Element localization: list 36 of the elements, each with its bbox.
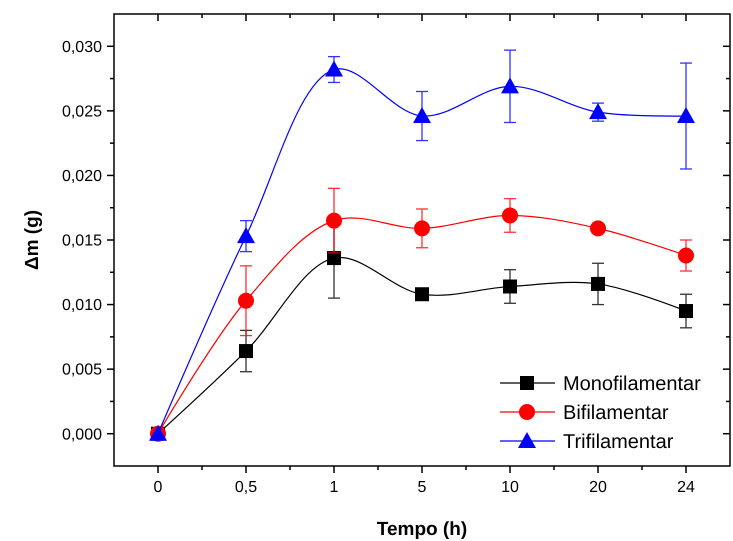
- point: [325, 60, 343, 77]
- point: [415, 287, 429, 302]
- point: [503, 279, 517, 294]
- y-tick-label: 0,025: [62, 103, 102, 120]
- y-tick-label: 0,010: [62, 297, 102, 314]
- y-tick-label: 0,005: [62, 362, 102, 379]
- point: [502, 207, 518, 224]
- x-tick-label: 1: [330, 479, 339, 496]
- x-tick-label: 5: [418, 479, 427, 496]
- point: [591, 276, 605, 291]
- point: [326, 212, 342, 229]
- point: [238, 292, 254, 309]
- y-tick-label: 0,030: [62, 38, 102, 56]
- point: [677, 107, 695, 124]
- y-tick-label: 0,000: [62, 426, 102, 444]
- x-tick-label: 24: [677, 479, 695, 496]
- x-tick-label: 10: [501, 479, 519, 496]
- x-tick-label: 0: [154, 479, 163, 496]
- y-axis-title: Δm (g): [22, 210, 43, 270]
- legend-label: Trifilamentar: [563, 431, 674, 453]
- point: [678, 247, 694, 264]
- point: [237, 227, 255, 244]
- point: [413, 107, 431, 124]
- y-tick-label: 0,015: [62, 232, 102, 250]
- x-axis-title: Tempo (h): [376, 519, 468, 540]
- legend-label: Monofilamentar: [563, 373, 702, 395]
- point: [590, 220, 606, 236]
- point: [239, 344, 253, 358]
- point: [327, 251, 341, 266]
- point: [679, 304, 693, 318]
- point: [501, 77, 519, 94]
- x-tick-label: 20: [589, 479, 607, 496]
- y-tick-label: 0,020: [62, 168, 102, 186]
- x-tick-label: 0,5: [234, 479, 258, 496]
- point: [414, 220, 430, 236]
- legend-label: Bifilamentar: [563, 402, 669, 424]
